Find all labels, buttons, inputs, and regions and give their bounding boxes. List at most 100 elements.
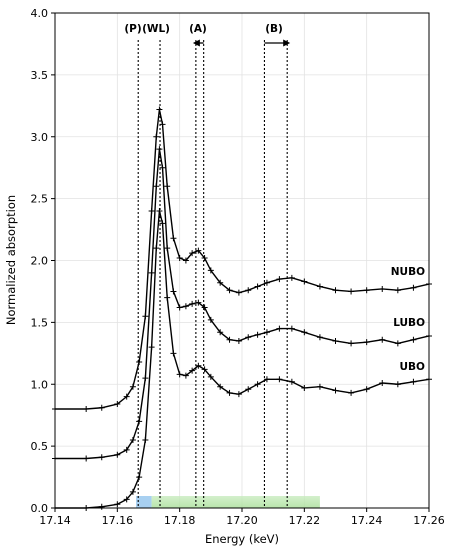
data-point-lubo [226, 336, 233, 343]
x-tick-label: 17.24 [351, 514, 383, 527]
data-point-nubo [189, 250, 196, 257]
y-tick-label: 3.5 [31, 69, 49, 82]
label-p: (P) [124, 23, 141, 35]
data-point-ubo [176, 371, 183, 378]
data-point-ubo [379, 380, 386, 387]
data-point-lubo [254, 331, 261, 338]
data-point-nubo [176, 255, 183, 262]
data-point-lubo [201, 304, 208, 311]
data-point-nubo [410, 284, 417, 291]
data-point-nubo [363, 287, 370, 294]
data-point-ubo [114, 501, 121, 508]
y-tick-label: 1.5 [31, 316, 49, 329]
data-point-nubo [98, 404, 105, 411]
series-label-ubo: UBO [400, 361, 426, 373]
data-point-nubo [217, 279, 224, 286]
data-point-ubo [182, 372, 189, 379]
label-a: (A) [189, 23, 207, 35]
data-point-ubo [226, 389, 233, 396]
data-point-lubo [148, 269, 155, 276]
data-point-lubo [288, 325, 295, 332]
data-point-lubo [363, 339, 370, 346]
data-point-nubo [276, 276, 283, 283]
data-point-nubo [159, 121, 166, 128]
label-wl: (WL) [142, 23, 170, 35]
y-tick-label: 0.0 [31, 502, 49, 515]
energy-bands [136, 496, 320, 508]
data-point-lubo [153, 183, 160, 190]
data-point-ubo [156, 208, 163, 214]
data-point-lubo [129, 436, 136, 443]
data-point-lubo [164, 245, 171, 252]
data-point-nubo [195, 247, 202, 254]
exafs-band [151, 496, 320, 508]
data-point-nubo [394, 287, 401, 294]
data-point-nubo [136, 358, 143, 365]
data-point-nubo [379, 285, 386, 292]
y-tick-label: 2.0 [31, 255, 49, 268]
data-point-lubo [176, 304, 183, 311]
data-point-ubo [410, 378, 417, 385]
data-point-ubo [288, 378, 295, 385]
data-point-ubo [153, 245, 160, 252]
data-point-ubo [142, 436, 149, 443]
y-axis-ticks: 0.0 0.5 1.0 1.5 2.0 2.5 3.0 3.5 4.0 [31, 7, 55, 515]
data-point-lubo [235, 337, 242, 344]
y-tick-label: 0.5 [31, 440, 49, 453]
data-point-nubo [226, 287, 233, 294]
data-point-lubo [245, 334, 252, 341]
data-point-lubo [332, 337, 339, 344]
x-axis-ticks: 17.14 17.16 17.18 17.20 17.22 17.24 17.26 [39, 508, 445, 527]
data-point-ubo [363, 386, 370, 393]
data-point-ubo [195, 362, 202, 369]
data-point-ubo [332, 387, 339, 394]
plot-frame [54, 12, 430, 509]
y-tick-label: 4.0 [31, 7, 49, 20]
data-point-ubo [164, 294, 171, 301]
data-point-lubo [156, 146, 163, 153]
data-point-ubo [254, 381, 261, 388]
data-point-nubo [129, 383, 136, 390]
data-point-nubo [156, 106, 163, 113]
data-point-nubo [201, 255, 208, 262]
x-tick-label: 17.26 [413, 514, 445, 527]
data-point-ubo [129, 488, 136, 495]
data-point-nubo [148, 208, 155, 214]
data-point-ubo [245, 386, 252, 393]
data-point-lubo [123, 446, 130, 453]
data-point-nubo [142, 313, 149, 320]
data-point-lubo [142, 375, 149, 382]
data-point-ubo [394, 381, 401, 388]
data-point-nubo [254, 283, 261, 290]
reference-lines [137, 39, 291, 508]
data-point-lubo [207, 316, 214, 323]
data-point-nubo [164, 183, 171, 190]
label-b: (B) [265, 23, 283, 35]
data-point-ubo [98, 503, 105, 510]
data-point-nubo [263, 279, 270, 286]
data-point-lubo [182, 303, 189, 310]
data-point-ubo [301, 384, 308, 391]
arrow-head [283, 39, 291, 47]
arrow-head [192, 39, 200, 47]
data-point-lubo [410, 336, 417, 343]
data-point-ubo [189, 367, 196, 374]
data-point-nubo [301, 278, 308, 285]
x-tick-label: 17.22 [289, 514, 321, 527]
data-point-nubo [207, 267, 214, 274]
data-point-lubo [195, 299, 202, 306]
data-point-lubo [189, 300, 196, 307]
data-point-ubo [316, 383, 323, 390]
data-point-ubo [123, 496, 130, 503]
series-label-nubo: NUBO [391, 266, 425, 278]
data-point-ubo [263, 376, 270, 383]
series-label-lubo: LUBO [393, 317, 425, 329]
y-tick-label: 2.5 [31, 193, 49, 206]
x-axis-title: Energy (keV) [205, 532, 279, 546]
x-tick-label: 17.14 [39, 514, 71, 527]
data-point-nubo [182, 257, 189, 264]
data-point-nubo [245, 287, 252, 294]
data-series [52, 106, 432, 511]
data-point-lubo [159, 164, 166, 171]
data-point-lubo [217, 329, 224, 336]
